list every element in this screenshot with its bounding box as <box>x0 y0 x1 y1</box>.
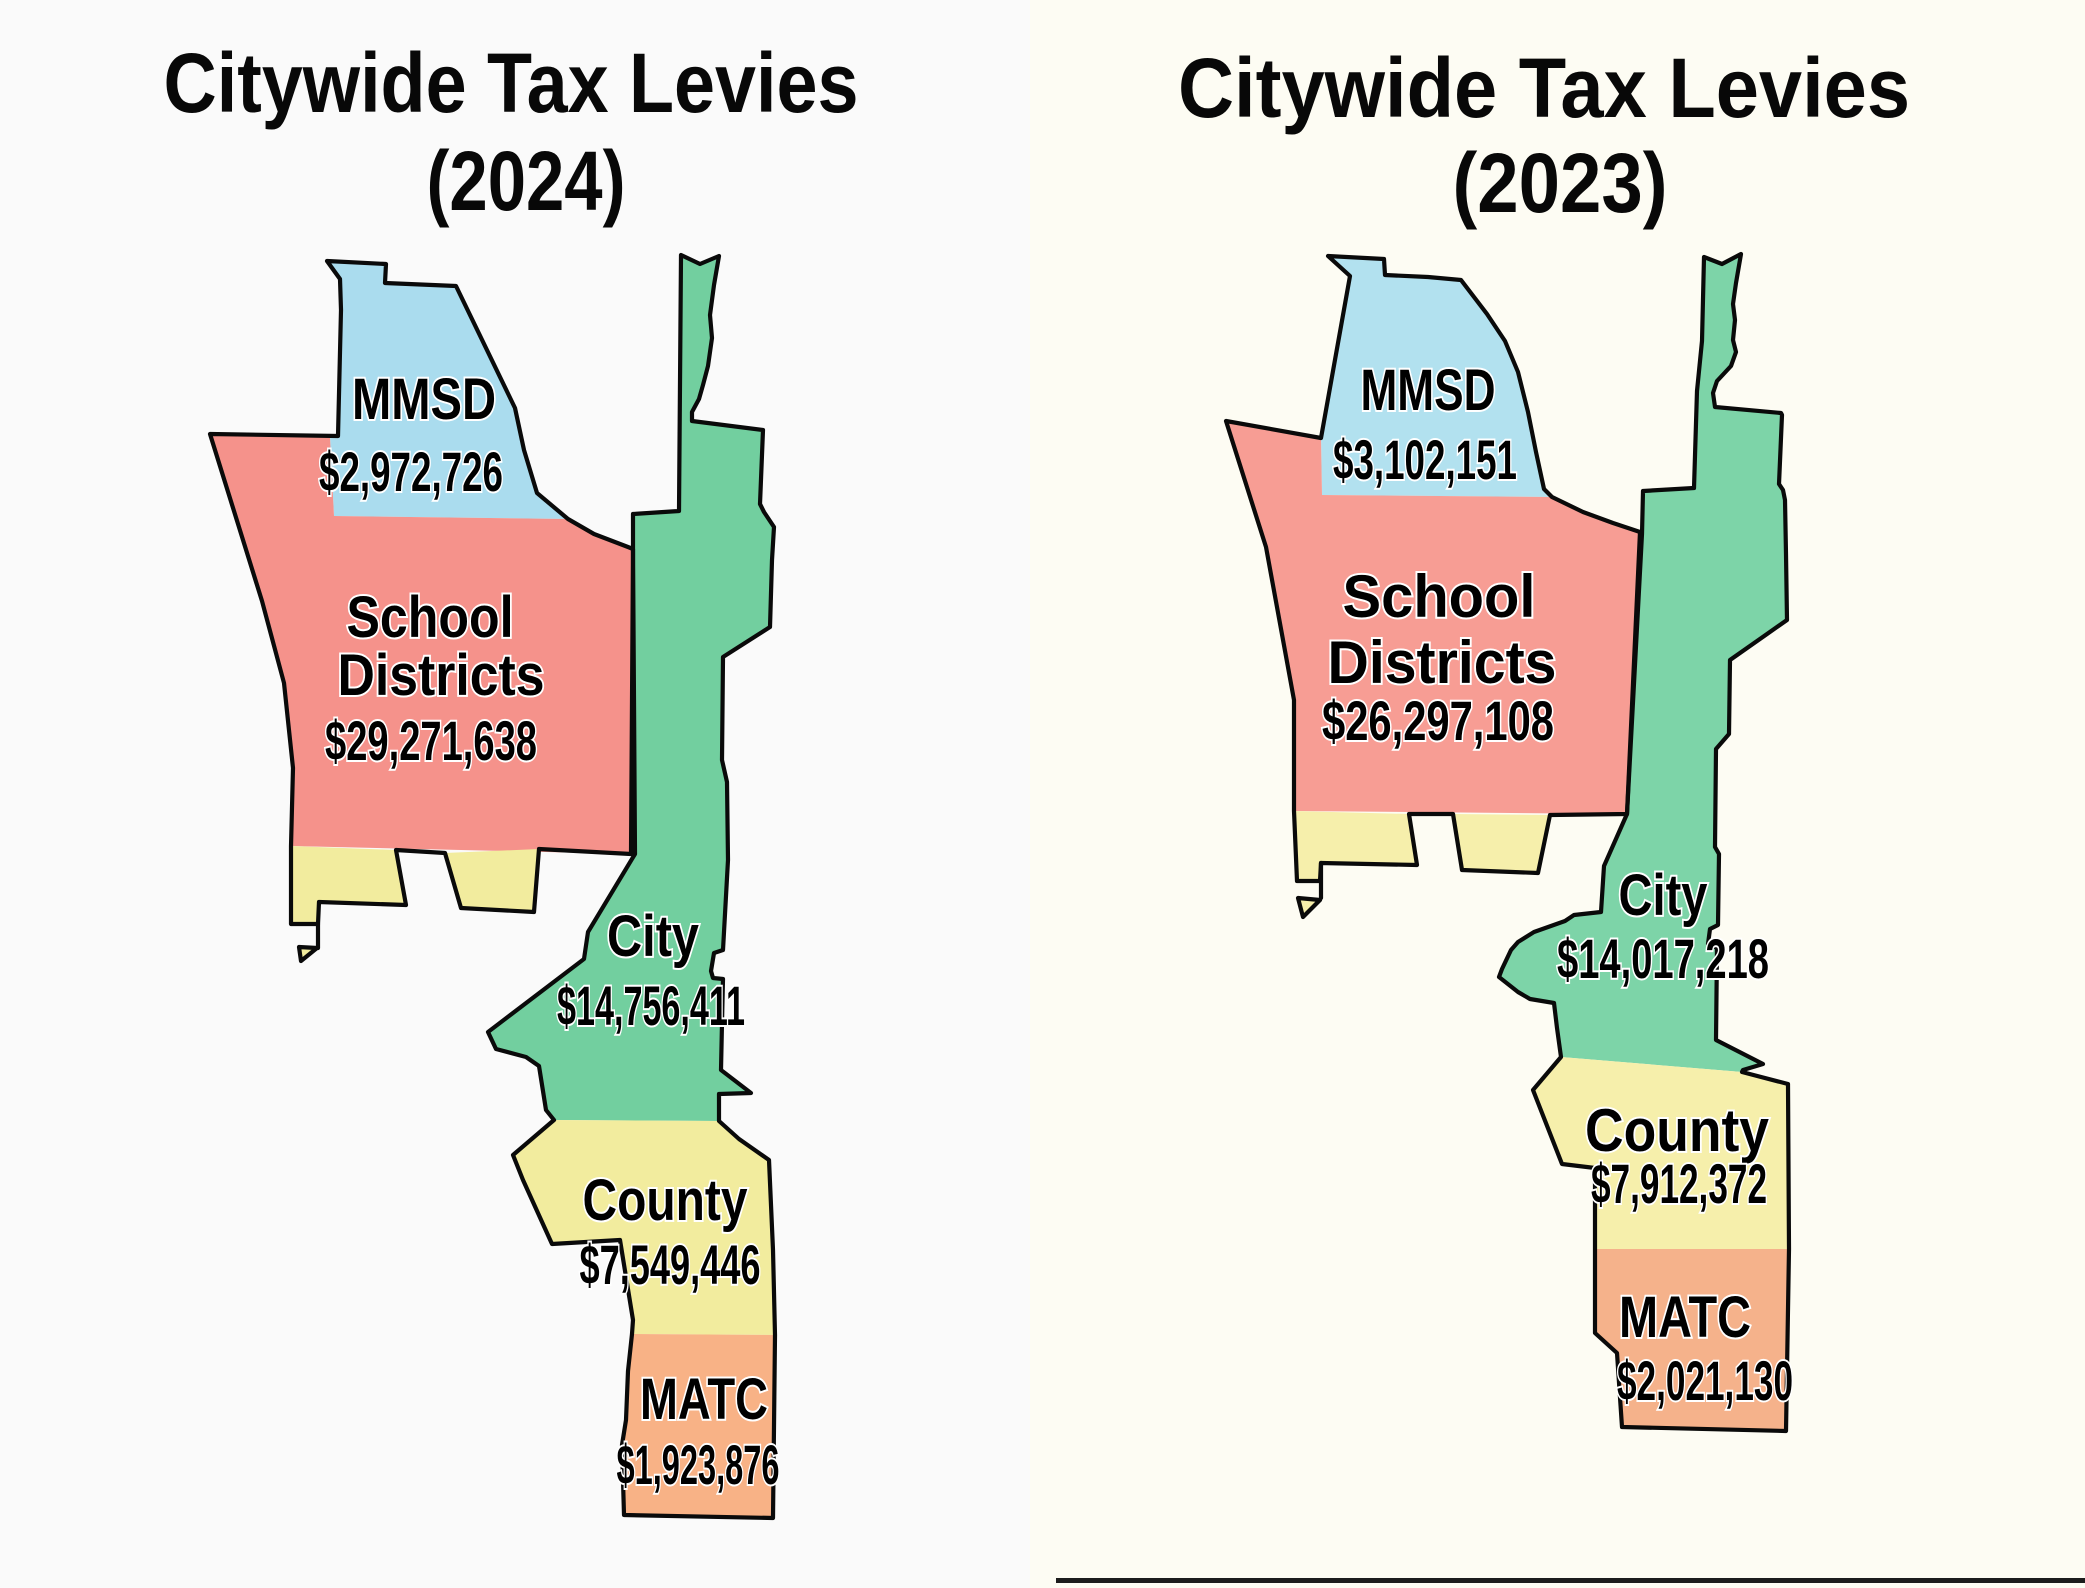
svg-text:Citywide Tax Levies: Citywide Tax Levies <box>1178 41 1910 135</box>
svg-text:MATC: MATC <box>640 1367 768 1432</box>
svg-text:City: City <box>607 904 699 969</box>
svg-text:(2023): (2023) <box>1453 136 1668 230</box>
svg-text:$2,021,130: $2,021,130 <box>1617 1349 1793 1412</box>
svg-text:$26,297,108: $26,297,108 <box>1322 689 1554 752</box>
svg-text:MATC: MATC <box>1619 1285 1751 1350</box>
svg-text:MMSD: MMSD <box>1361 358 1496 423</box>
svg-text:$2,972,726: $2,972,726 <box>319 440 503 503</box>
svg-text:County: County <box>1585 1097 1770 1164</box>
svg-text:Citywide Tax Levies: Citywide Tax Levies <box>164 36 859 130</box>
svg-text:Districts: Districts <box>1328 629 1557 696</box>
svg-text:$1,923,876: $1,923,876 <box>617 1433 780 1496</box>
svg-text:County: County <box>583 1168 748 1233</box>
svg-text:School: School <box>1343 563 1536 630</box>
svg-text:School: School <box>347 585 514 650</box>
svg-text:$7,549,446: $7,549,446 <box>580 1233 761 1296</box>
svg-text:$14,756,411: $14,756,411 <box>557 974 745 1037</box>
svg-text:$29,271,638: $29,271,638 <box>325 709 537 772</box>
svg-text:MMSD: MMSD <box>352 367 496 432</box>
svg-text:$14,017,218: $14,017,218 <box>1557 927 1769 990</box>
svg-text:Districts: Districts <box>338 643 545 708</box>
svg-text:$7,912,372: $7,912,372 <box>1591 1152 1767 1215</box>
svg-text:$3,102,151: $3,102,151 <box>1333 428 1517 491</box>
svg-text:(2024): (2024) <box>427 134 626 228</box>
svg-text:City: City <box>1619 863 1708 928</box>
